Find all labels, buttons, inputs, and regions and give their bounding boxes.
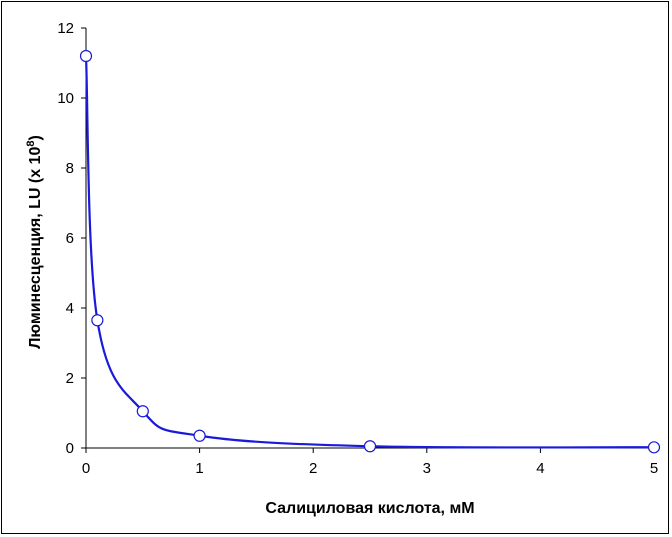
y-tick-label: 10 — [57, 90, 74, 107]
data-point — [91, 314, 104, 327]
data-point — [79, 49, 93, 63]
y-axis-title-suffix: ) — [27, 135, 44, 140]
x-tick-label: 4 — [536, 460, 544, 477]
data-point — [647, 441, 661, 454]
data-point — [363, 440, 377, 453]
y-tick-label: 6 — [66, 230, 74, 247]
data-point — [193, 429, 206, 442]
series-curve-group — [84, 55, 655, 449]
x-axis-title: Салициловая кислота, мМ — [265, 500, 474, 517]
y-axis-title: Люминесценция, LU (х 108) — [25, 135, 44, 349]
y-tick-label: 0 — [66, 440, 74, 457]
y-tick-label: 2 — [66, 370, 74, 387]
x-tick-label: 5 — [650, 460, 658, 477]
data-points — [79, 49, 661, 454]
x-tick-label: 3 — [423, 460, 431, 477]
y-tick-label: 12 — [57, 20, 74, 37]
y-axis-title-superscript: 8 — [25, 141, 37, 147]
series-line — [84, 55, 655, 449]
y-tick-label: 4 — [66, 300, 74, 317]
x-tick-label: 1 — [195, 460, 203, 477]
data-point — [136, 405, 149, 418]
x-tick-label: 2 — [309, 460, 317, 477]
axes — [81, 27, 655, 453]
y-axis-title-prefix: Люминесценция, LU (х 10 — [27, 147, 44, 349]
x-tick-label: 0 — [82, 460, 90, 477]
y-tick-label: 8 — [66, 160, 74, 177]
